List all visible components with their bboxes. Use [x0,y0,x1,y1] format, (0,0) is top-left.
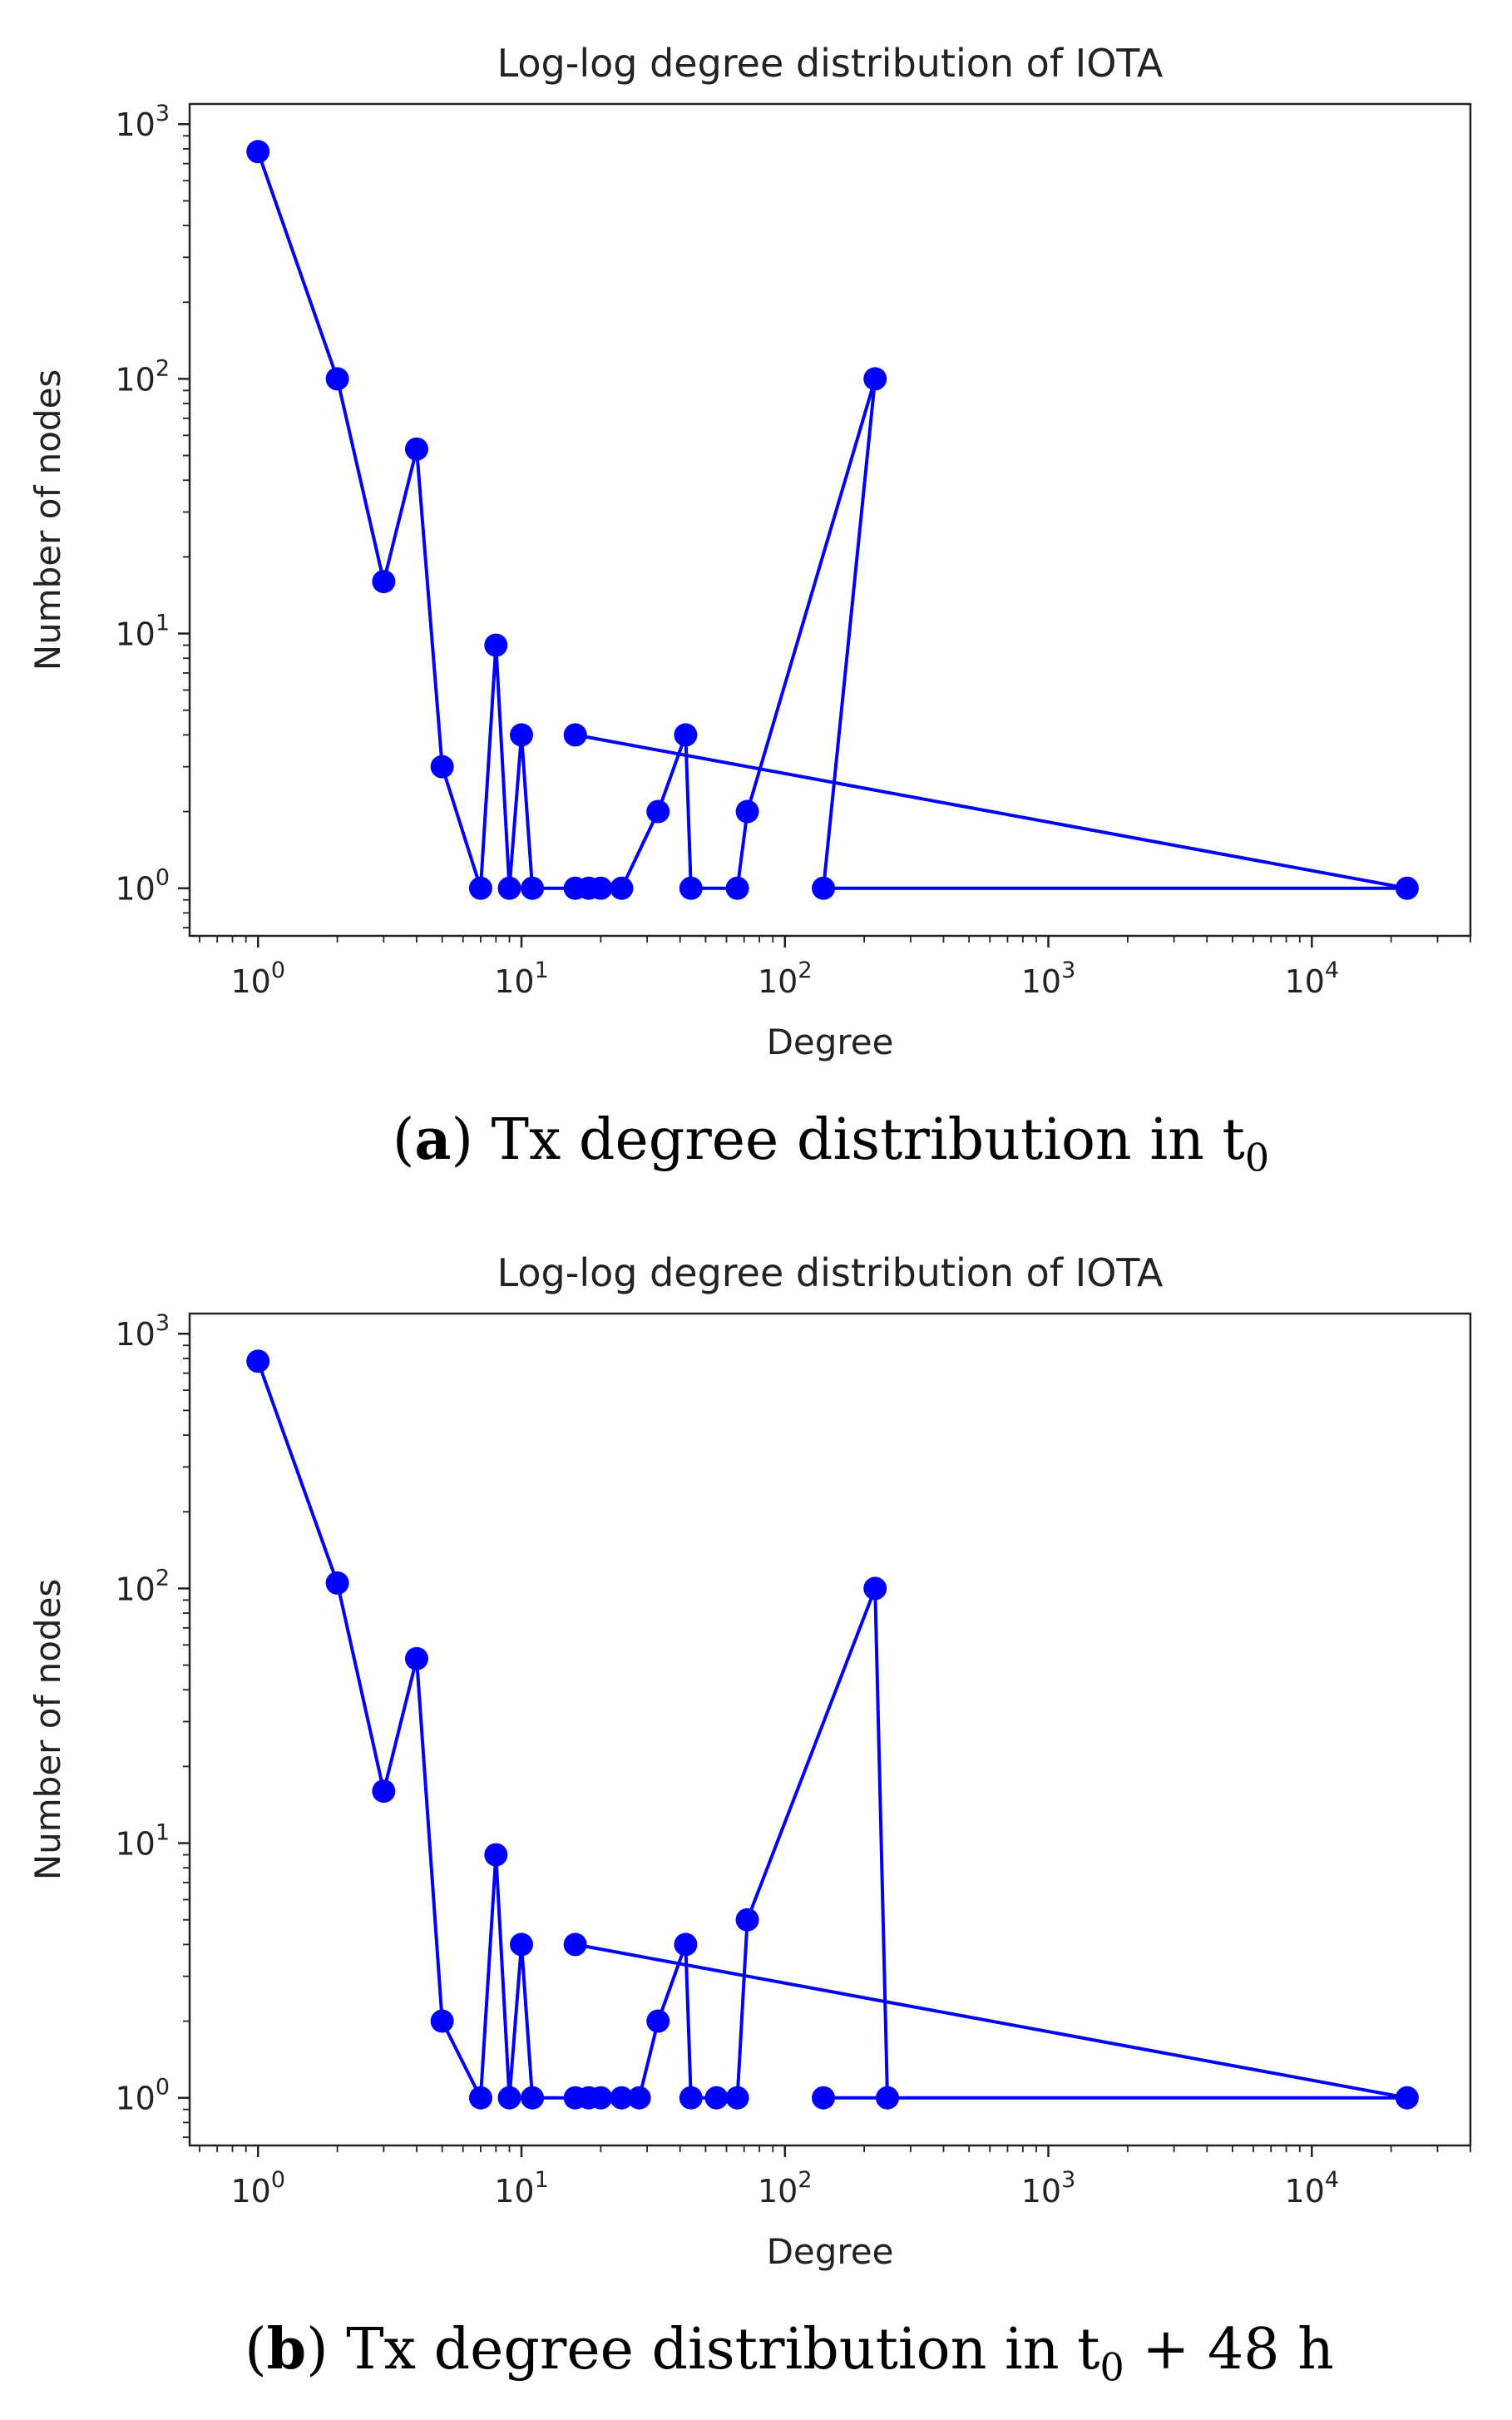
degree-distribution-chart-a: Log-log degree distribution of IOTA 100 10… [27,41,1472,1062]
data-point [1395,2086,1419,2110]
data-point [876,2086,900,2110]
data-point [372,570,396,594]
data-point [735,799,759,824]
data-point [863,367,887,391]
x-tick-label: 103 [1021,2167,1076,2210]
x-axis-label: Degree [767,1022,894,1062]
y-tick-label: 101 [115,1820,170,1863]
y-tick-label: 102 [115,1565,170,1607]
caption-b: (b) Tx degree distribution in t0 + 48 h [245,2316,1334,2390]
data-point [646,2009,670,2033]
y-axis-label: Number of nodes [27,1579,68,1881]
x-tick-label: 103 [1021,958,1076,1000]
data-point [497,876,521,900]
data-point [372,1779,396,1804]
data-point [610,2086,634,2110]
degree-distribution-chart-b: Log-log degree distribution of IOTA 100 10… [27,1250,1472,2272]
y-tick-label: 100 [115,865,170,908]
chart-title: Log-log degree distribution of IOTA [497,1250,1164,1295]
data-point [589,2086,613,2110]
data-point [468,876,492,900]
x-axis-label: Degree [767,2231,894,2272]
x-tick-label: 101 [494,958,549,1000]
data-point [704,2086,729,2110]
x-tick-label: 100 [230,2167,285,2210]
data-point [725,2086,749,2110]
data-point [404,1646,428,1670]
chart-title: Log-log degree distribution of IOTA [497,41,1164,86]
data-point [674,723,698,747]
data-point [521,2086,545,2110]
x-tick-label: 100 [230,958,285,1000]
data-point [589,876,613,900]
data-point [484,1843,508,1867]
plot-frame [188,102,1472,938]
data-point [735,1908,759,1932]
x-tick-label: 102 [758,2167,813,2210]
data-point [468,2086,492,2110]
data-point [627,2086,651,2110]
data-point [246,140,270,164]
y-tick-label: 100 [115,2075,170,2117]
y-tick-label: 103 [115,101,170,143]
data-point [325,367,349,391]
data-point [246,1349,270,1373]
data-point [725,876,749,900]
x-tick-label: 104 [1285,958,1340,1000]
series-line [256,151,1409,890]
data-point [484,633,508,657]
data-point [863,1576,887,1601]
data-point [497,2086,521,2110]
data-point [679,876,703,900]
x-tick-label: 101 [494,2167,549,2210]
data-point [430,2009,454,2033]
y-axis-label: Number of nodes [27,369,68,671]
data-point [510,1933,534,1957]
data-point [430,755,454,779]
data-point [610,876,634,900]
chart-panel-a: Log-log degree distribution of IOTA 100 10… [27,41,1472,1180]
data-point [325,1571,349,1595]
data-point [812,2086,836,2110]
data-point [679,2086,703,2110]
data-point [674,1933,698,1957]
series-line [256,1360,1409,2100]
data-point [812,876,836,900]
data-point [646,799,670,824]
data-point [563,723,587,747]
x-tick-label: 102 [758,958,813,1000]
y-tick-label: 102 [115,355,170,398]
data-point [521,876,545,900]
data-point [563,1933,587,1957]
caption-a: (a) Tx degree distribution in t0 [392,1106,1270,1180]
data-point [1395,876,1419,900]
data-point [510,723,534,747]
data-point [404,437,428,461]
y-tick-label: 101 [115,611,170,653]
y-tick-label: 103 [115,1310,170,1353]
chart-panel-b: Log-log degree distribution of IOTA 100 10… [0,1210,1512,2420]
plot-frame [188,1312,1472,2147]
x-tick-label: 104 [1285,2167,1340,2210]
